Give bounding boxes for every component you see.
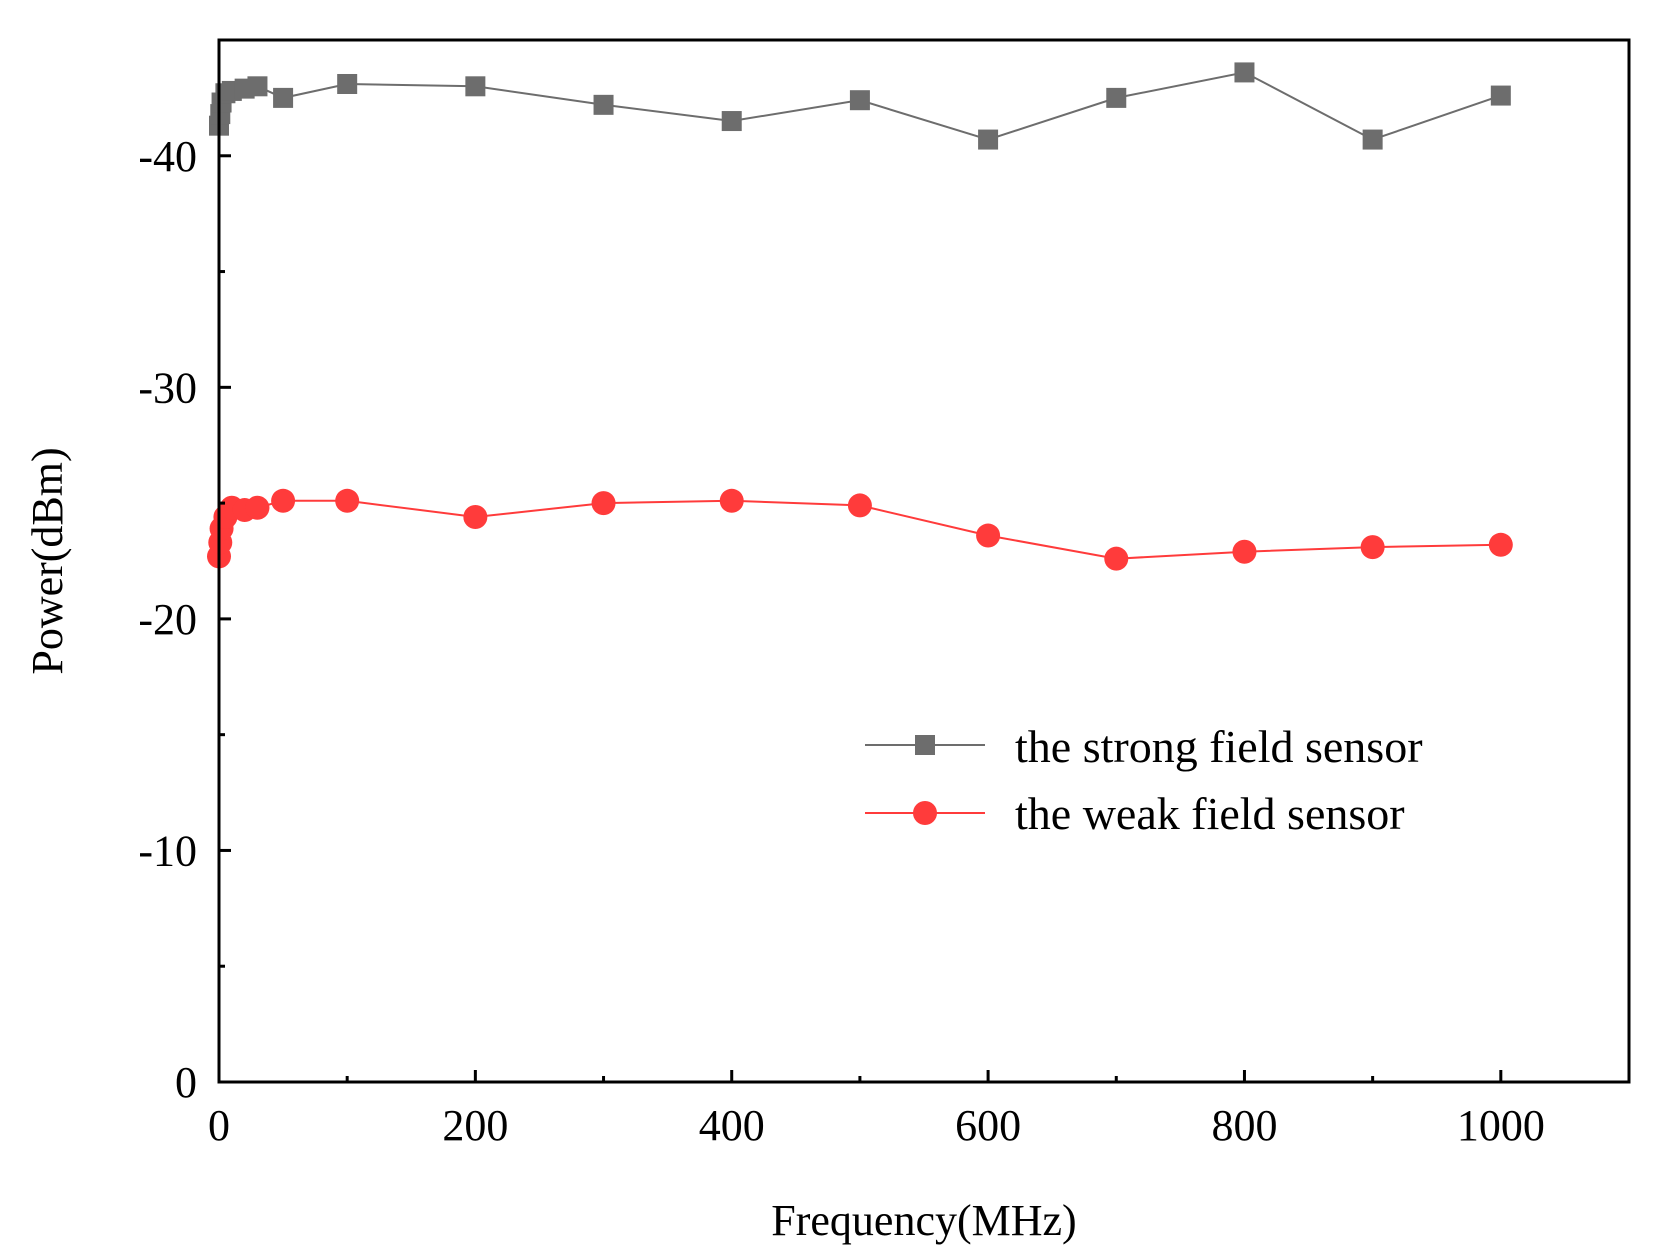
data-point-weak — [591, 491, 616, 516]
data-point-strong — [849, 90, 870, 111]
legend-label-weak: the weak field sensor — [1015, 788, 1405, 839]
data-point-strong — [273, 87, 294, 108]
data-point-strong — [1106, 87, 1127, 108]
data-point-strong — [978, 129, 999, 150]
data-point-strong — [247, 76, 268, 97]
data-point-weak — [335, 488, 360, 513]
x-tick-label: 600 — [955, 1101, 1021, 1150]
data-point-weak — [1488, 532, 1513, 557]
data-point-weak — [245, 495, 270, 520]
x-tick-label: 1000 — [1457, 1101, 1545, 1150]
data-point-weak — [719, 488, 744, 513]
data-point-weak — [1232, 539, 1257, 564]
y-tick-label: -30 — [138, 363, 197, 412]
x-tick-label: 800 — [1211, 1101, 1277, 1150]
legend-label-strong: the strong field sensor — [1015, 721, 1423, 772]
y-tick-label: -20 — [138, 595, 197, 644]
data-point-strong — [465, 76, 486, 97]
legend-marker-strong — [915, 735, 935, 755]
y-tick-label: -10 — [138, 826, 197, 875]
data-point-strong — [1234, 62, 1255, 83]
data-point-strong — [1490, 85, 1511, 106]
data-point-weak — [1104, 546, 1129, 571]
data-point-strong — [721, 111, 742, 132]
y-axis-title: Power(dBm) — [23, 447, 72, 674]
ticks-layer: 0 200 400 600 800 1000 0 -10 -20 -30 -40 — [138, 132, 1544, 1150]
data-point-strong — [593, 94, 614, 115]
x-axis-title: Frequency(MHz) — [771, 1196, 1076, 1245]
data-point-weak — [976, 523, 1001, 548]
plot-frame — [217, 38, 1631, 1084]
data-point-weak — [847, 493, 872, 518]
data-point-weak — [1360, 535, 1385, 560]
y-tick-label: 0 — [175, 1058, 197, 1107]
series-layer — [207, 62, 1513, 571]
data-point-weak — [463, 505, 488, 530]
data-point-strong — [337, 73, 358, 94]
data-point-strong — [1362, 129, 1383, 150]
x-tick-label: 400 — [699, 1101, 765, 1150]
x-tick-label: 0 — [208, 1101, 230, 1150]
legend: the strong field sensor the weak field s… — [865, 721, 1423, 839]
data-point-weak — [271, 488, 296, 513]
y-tick-label: -40 — [138, 132, 197, 181]
legend-marker-weak — [913, 801, 937, 825]
x-tick-label: 200 — [442, 1101, 508, 1150]
